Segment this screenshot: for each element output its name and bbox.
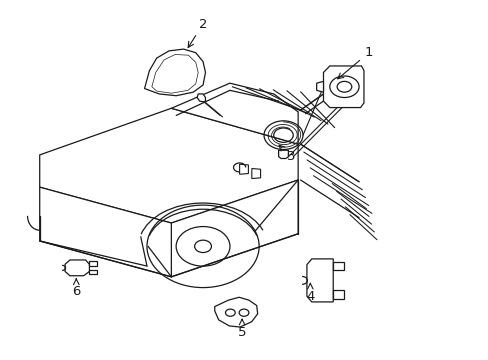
Polygon shape	[332, 262, 344, 270]
Text: 6: 6	[72, 279, 81, 298]
Polygon shape	[40, 108, 298, 223]
Polygon shape	[214, 297, 257, 327]
Polygon shape	[171, 180, 298, 277]
Polygon shape	[65, 260, 89, 276]
Polygon shape	[239, 164, 248, 174]
Text: 1: 1	[337, 46, 372, 79]
Polygon shape	[171, 83, 298, 144]
Polygon shape	[323, 66, 363, 108]
Polygon shape	[316, 81, 323, 92]
Polygon shape	[197, 94, 205, 102]
Polygon shape	[332, 291, 344, 299]
Text: 4: 4	[305, 283, 314, 303]
Polygon shape	[40, 187, 171, 277]
Text: 5: 5	[237, 319, 246, 339]
Text: 2: 2	[188, 18, 207, 48]
Polygon shape	[251, 168, 260, 179]
Polygon shape	[89, 261, 97, 266]
Text: 3: 3	[279, 145, 294, 163]
Polygon shape	[306, 259, 332, 302]
Polygon shape	[89, 270, 97, 274]
Polygon shape	[144, 49, 205, 96]
Polygon shape	[152, 54, 198, 93]
Polygon shape	[278, 150, 288, 158]
